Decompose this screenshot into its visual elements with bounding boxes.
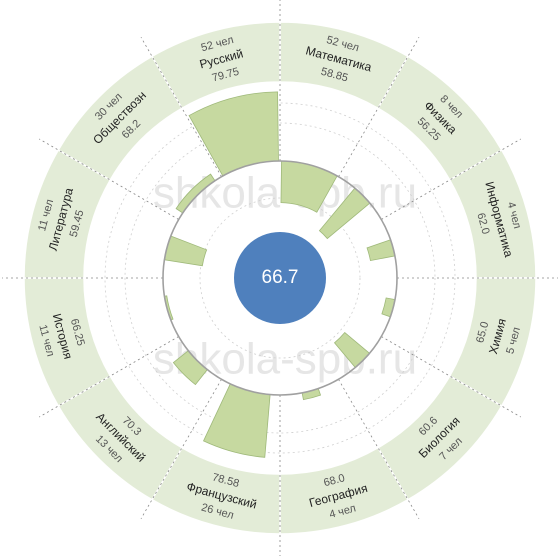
radial-guide bbox=[140, 37, 222, 177]
bar-2 bbox=[366, 239, 396, 262]
radial-guide bbox=[39, 336, 179, 418]
center-value: 66.7 bbox=[262, 267, 299, 288]
bar-6 bbox=[202, 383, 271, 458]
bar-11 bbox=[188, 91, 279, 177]
score-label: 62.0 bbox=[474, 212, 491, 236]
radial-guide bbox=[338, 379, 420, 519]
radial-guide bbox=[381, 336, 521, 418]
grid-circle bbox=[124, 122, 436, 434]
baseline-circle bbox=[162, 160, 398, 396]
grid-circle bbox=[199, 197, 361, 359]
center-circle bbox=[234, 232, 326, 324]
ring-segment bbox=[150, 21, 281, 110]
score-label: 68.0 bbox=[322, 472, 346, 489]
radial-guide bbox=[39, 138, 179, 220]
radial-guide bbox=[338, 37, 420, 177]
grid-circle bbox=[104, 102, 456, 454]
center-badge: 66.7 bbox=[234, 232, 326, 324]
baseline-ring bbox=[162, 160, 398, 396]
radial-guide bbox=[140, 379, 222, 519]
outer-ring bbox=[23, 21, 537, 535]
radial-guide bbox=[381, 138, 521, 220]
bars bbox=[163, 91, 396, 458]
bar-9 bbox=[163, 235, 208, 267]
score-label: 65.0 bbox=[474, 320, 491, 344]
